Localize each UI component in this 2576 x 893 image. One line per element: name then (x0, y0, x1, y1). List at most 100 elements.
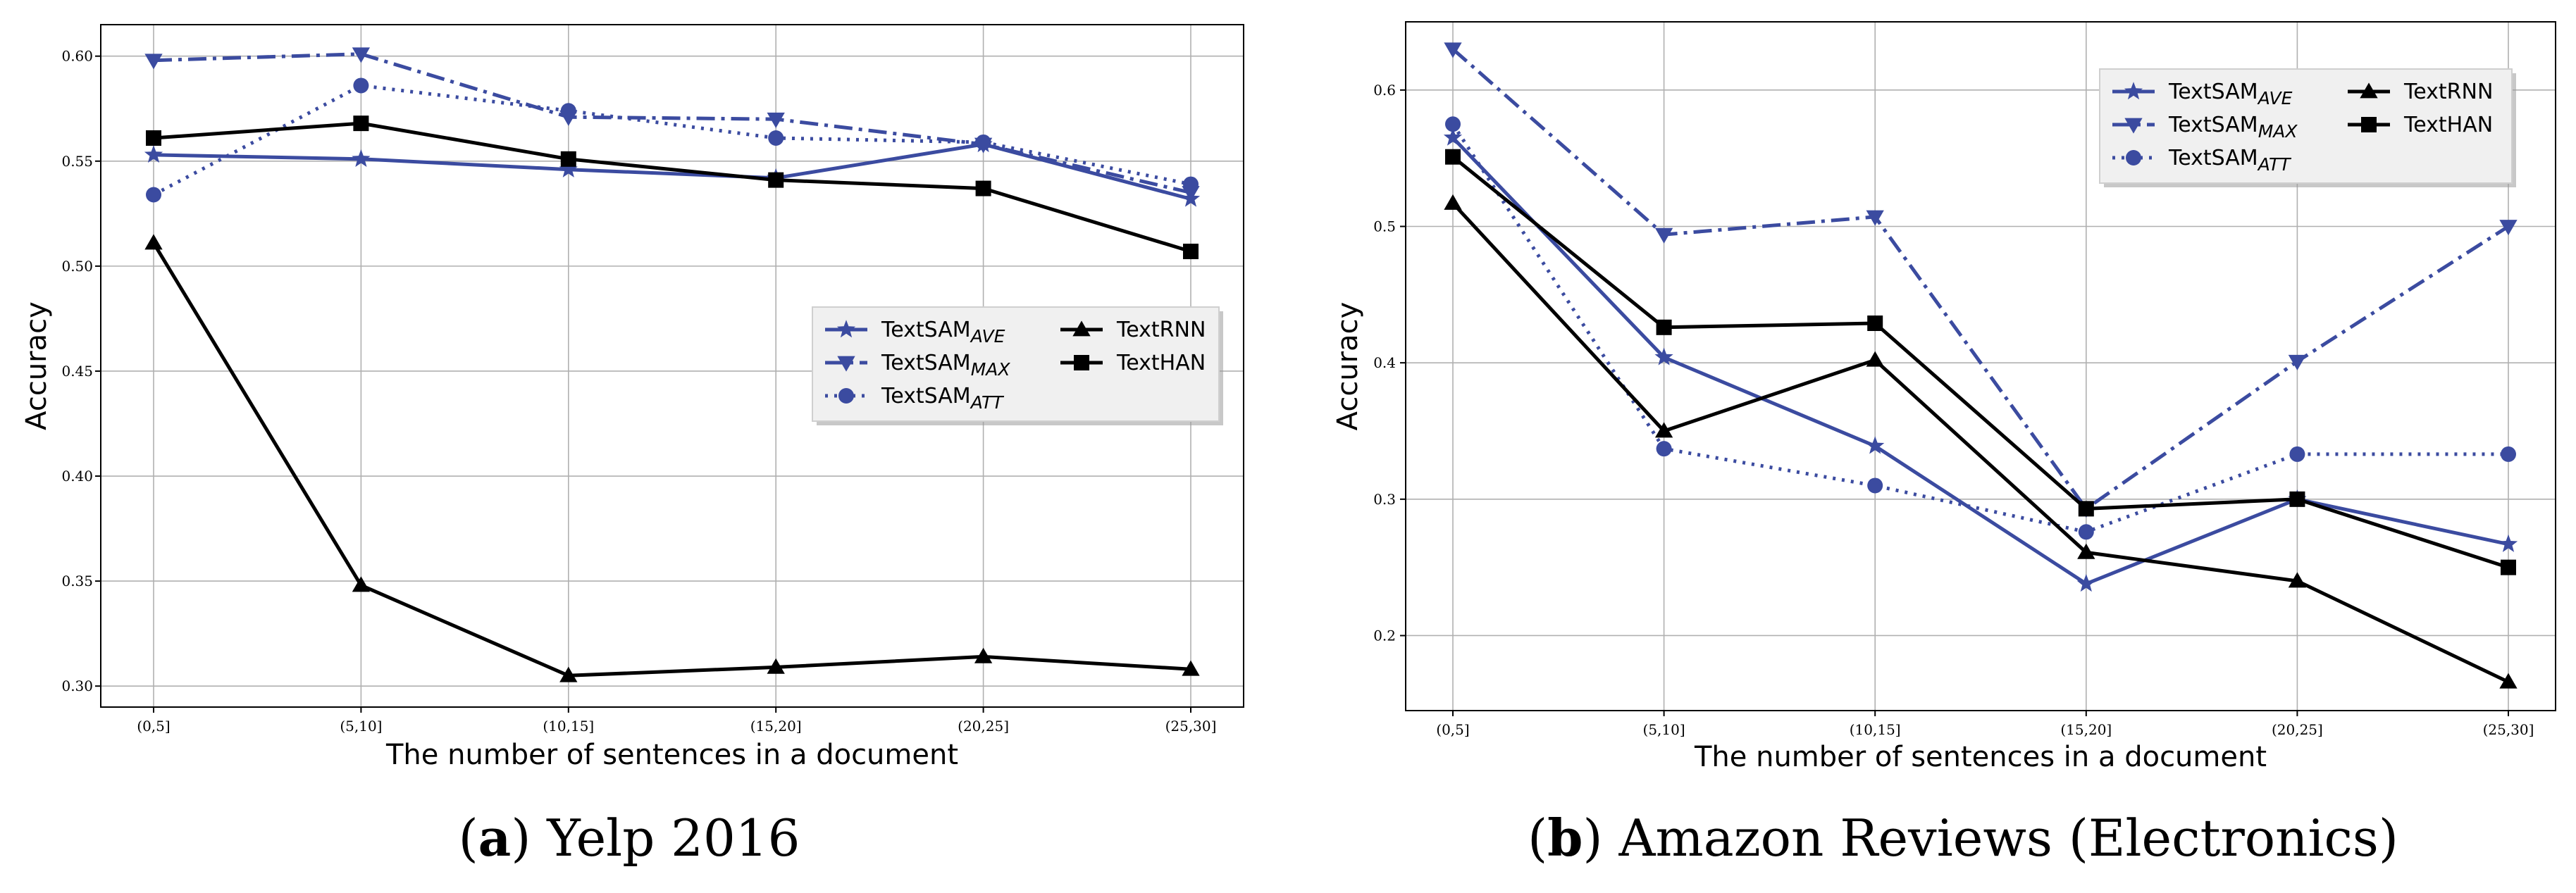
caption-paren-close: ) (511, 808, 547, 868)
data-point (353, 77, 369, 94)
legend-label: TextSAMMAX (2168, 113, 2298, 142)
series-line (153, 142, 1191, 201)
data-point (560, 103, 576, 119)
y-tick-label: 0.5 (1373, 218, 1396, 235)
data-point (1183, 176, 1199, 192)
y-tick-label: 0.50 (61, 258, 93, 275)
data-point (975, 134, 991, 150)
data-point (559, 159, 578, 177)
legend-label-sub: AVE (2257, 88, 2293, 108)
data-point (2501, 446, 2516, 462)
legend-label-sub: AVE (970, 326, 1005, 346)
legend-marker (837, 356, 855, 372)
panel-caption: (a) Yelp 2016 (459, 808, 800, 868)
data-point (767, 658, 785, 674)
legend-label: TextSAMATT (881, 384, 1004, 413)
legend-label: TextRNN (2403, 80, 2493, 104)
legend-item: TextSAMATT (825, 384, 1004, 413)
caption-title: Amazon Reviews (Electronics) (1618, 808, 2398, 868)
legend-marker (2124, 118, 2143, 134)
legend-label: TextHAN (2403, 113, 2493, 137)
series-line (153, 121, 1191, 254)
x-tick-label: (15,20] (750, 718, 802, 735)
legend-label: TextSAMAVE (881, 318, 1005, 346)
x-tick-label: (10,15] (543, 718, 594, 735)
x-tick-label: (15,20] (2060, 721, 2112, 738)
x-tick-label: (20,25] (2272, 721, 2323, 738)
caption-panel-label: a (478, 808, 512, 868)
legend-label-name: TextSAM (2168, 146, 2258, 170)
legend-label-name: TextRNN (2403, 80, 2493, 104)
x-axis-label: The number of sentences in a document (385, 739, 958, 771)
y-tick-label: 0.4 (1373, 354, 1396, 371)
legend-marker (1074, 355, 1089, 370)
legend-label: TextSAMAVE (2168, 80, 2293, 108)
series-textrnn (1444, 194, 2518, 689)
legend-item: TextRNN (2348, 80, 2493, 104)
y-axis-label: Accuracy (20, 301, 53, 430)
series-line (1451, 155, 2509, 570)
data-point (1866, 210, 1884, 226)
legend-label-name: TextSAM (881, 318, 971, 342)
data-point (1867, 477, 1883, 494)
legend-marker (838, 388, 854, 404)
legend-label: TextHAN (1116, 351, 1206, 375)
data-point (1182, 660, 1200, 676)
data-point (2288, 572, 2307, 588)
legend-item: TextHAN (1060, 351, 1206, 375)
legend-marker (2360, 82, 2378, 99)
legend-label-name: TextSAM (881, 384, 971, 408)
legend-label-sub: MAX (2258, 121, 2298, 142)
data-point (560, 151, 576, 167)
data-point (1656, 319, 1672, 335)
legend: TextSAMAVETextSAMMAXTextSAMATTTextRNNTex… (812, 306, 1223, 425)
y-tick-label: 0.3 (1373, 491, 1396, 508)
legend-marker (836, 320, 856, 338)
y-tick-label: 0.60 (61, 48, 93, 65)
series-textrnn (144, 234, 1200, 682)
legend-marker (2124, 82, 2143, 100)
data-point (975, 180, 991, 196)
legend-label: TextRNN (1116, 318, 1206, 342)
legend-label-sub: ATT (970, 392, 1005, 413)
y-tick-label: 0.35 (61, 573, 93, 589)
data-point (1445, 116, 1461, 132)
legend-marker (1072, 320, 1091, 337)
data-point (144, 54, 163, 70)
legend-item: TextSAMAVE (2112, 80, 2293, 108)
data-point (2289, 491, 2305, 507)
chart-panel-a: (0,5] (5,10] (10,15] (15,20] (20,25] (25,30] 0… (20, 24, 1244, 868)
caption-panel-label: b (1547, 808, 1583, 868)
y-axis-label: Accuracy (1332, 302, 1364, 431)
legend-label-name: TextSAM (881, 351, 971, 375)
legend: TextSAMAVETextSAMMAXTextSAMATTTextRNNTex… (2099, 68, 2516, 187)
data-point (767, 112, 785, 128)
series-line (1451, 47, 2510, 511)
x-tick-label: (5,10] (1643, 721, 1685, 738)
data-point (2498, 534, 2518, 552)
data-point (768, 172, 784, 188)
data-point (1443, 127, 1463, 146)
legend-label-name: TextSAM (2168, 113, 2258, 137)
y-tick-label: 0.40 (61, 468, 93, 485)
series-textsam-att (146, 77, 1199, 203)
x-axis-label: The number of sentences in a document (1694, 741, 2267, 773)
x-tick-label: (10,15] (1850, 721, 1901, 738)
x-tick-label: (25,30] (1165, 718, 1217, 735)
data-point (1444, 194, 1462, 210)
y-tick-label: 0.2 (1373, 627, 1396, 644)
caption-title: Yelp 2016 (546, 808, 800, 868)
data-point (144, 145, 163, 163)
legend-item: TextSAMAVE (825, 318, 1005, 346)
data-point (768, 130, 784, 146)
legend-item: TextSAMMAX (825, 351, 1010, 380)
y-tick-label: 0.45 (61, 363, 93, 380)
data-point (146, 130, 161, 146)
data-point (559, 666, 578, 682)
data-point (2499, 673, 2518, 689)
data-point (2078, 524, 2094, 540)
series-textsam-max (144, 47, 1200, 202)
x-tick-label: (20,25] (958, 718, 1009, 735)
data-point (1444, 42, 1462, 58)
data-point (2076, 574, 2095, 592)
